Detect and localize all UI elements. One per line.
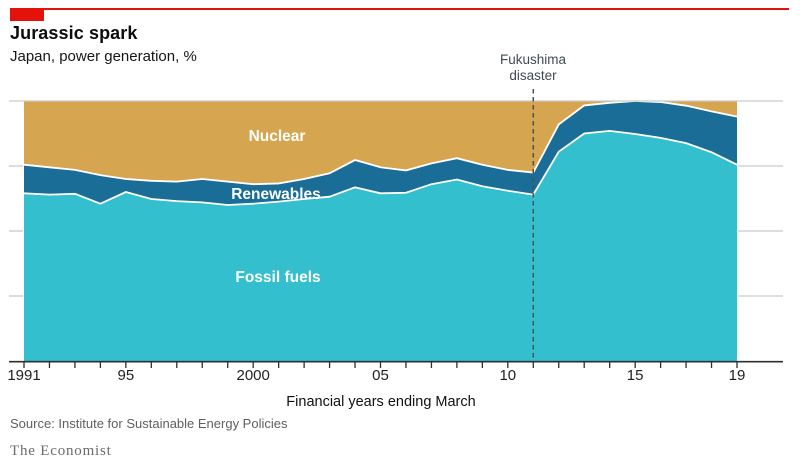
- top-red-tab: [10, 8, 44, 21]
- x-tick-label-2005: 05: [372, 367, 389, 384]
- renewables-boundary-line: [23, 100, 738, 186]
- fossil-boundary-line: [23, 129, 738, 206]
- economist-wordmark: The Economist: [10, 443, 112, 459]
- x-tick-label-2000: 2000: [236, 367, 270, 384]
- chart-subtitle: Japan, power generation, %: [10, 48, 197, 65]
- fukushima-annotation: Fukushima disaster: [500, 52, 566, 83]
- chart-title: Jurassic spark: [10, 23, 138, 43]
- annotation-line-2: disaster: [509, 67, 557, 83]
- nuclear-area-label: Nuclear: [248, 128, 306, 145]
- source-note: Source: Institute for Sustainable Energy…: [10, 416, 288, 431]
- x-axis-title: Financial years ending March: [286, 394, 476, 410]
- top-red-rule: [10, 8, 789, 10]
- x-tick-label-1991: 1991: [7, 367, 41, 384]
- x-tick-label-2010: 10: [499, 367, 517, 384]
- annotation-line-1: Fukushima: [499, 52, 567, 67]
- x-tick-label-2019: 19: [728, 367, 746, 384]
- nuclear-area: [24, 101, 737, 185]
- x-tick-label-2015: 15: [626, 367, 644, 384]
- fossil-fuels-area-label: Fossil fuels: [235, 269, 321, 286]
- fossil-area: [24, 130, 737, 361]
- x-tick-label-1995: 95: [117, 367, 135, 384]
- renewables-area-label: Renewables: [231, 186, 321, 203]
